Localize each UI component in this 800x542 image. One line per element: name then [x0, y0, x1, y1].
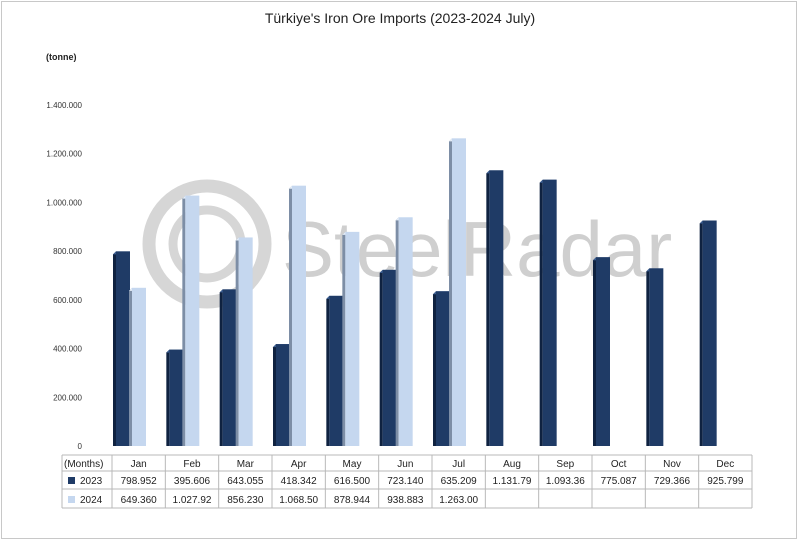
x-tick-label: Jun [397, 459, 413, 470]
bar-2023-aug [486, 170, 504, 446]
bar-2024-apr [289, 185, 306, 446]
data-label-2024: 649.360 [121, 495, 158, 506]
bar-2024-jun [395, 217, 413, 446]
data-label-2024: 1.263.00 [439, 495, 478, 506]
data-label-2023: 635.209 [441, 476, 478, 487]
data-label-2024: 878.944 [334, 495, 371, 506]
legend-swatch-2024 [68, 496, 75, 503]
legend-label-2024: 2024 [80, 495, 103, 506]
bar-2024-feb [182, 195, 200, 446]
bar-2023-mar [219, 289, 237, 446]
data-label-2023: 643.055 [227, 476, 264, 487]
data-label-2023: 1.131.79 [493, 476, 532, 487]
x-tick-label: Oct [611, 459, 627, 470]
x-tick-label: Nov [663, 459, 681, 470]
legend-swatch-2023 [68, 477, 75, 484]
bar-2023-jul [433, 291, 450, 446]
x-tick-label: Mar [237, 459, 255, 470]
bar-2023-feb [166, 349, 184, 446]
bar-2023-sep [539, 179, 557, 447]
y-tick-label: 0 [78, 442, 83, 451]
x-tick-label: Dec [716, 459, 734, 470]
y-axis-ticks: 0 200.000 400.000 600.000 800.000 1.000.000 1.… [46, 101, 82, 451]
bar-2023-jan [113, 251, 130, 446]
x-tick-label: Apr [291, 459, 307, 470]
data-label-2023: 775.087 [601, 476, 638, 487]
data-label-2023: 925.799 [707, 476, 744, 487]
y-tick-label: 200.000 [53, 393, 82, 402]
x-tick-label: Sep [556, 459, 574, 470]
bar-2023-dec [699, 220, 717, 446]
data-label-2024: 1.068.50 [279, 495, 318, 506]
chart-title: Türkiye's Iron Ore Imports (2023-2024 Ju… [264, 10, 536, 26]
data-label-2023: 1.093.36 [546, 476, 585, 487]
y-tick-label: 600.000 [53, 296, 82, 305]
bar-2024-may [342, 231, 360, 446]
bar-2023-may [326, 295, 344, 446]
watermark-text: SteelRadar [282, 205, 672, 293]
data-label-2024: 938.883 [387, 495, 424, 506]
bar-2023-apr [273, 344, 290, 446]
data-label-2023: 723.140 [387, 476, 424, 487]
bar-2023-nov [646, 268, 664, 446]
x-tick-label: Feb [183, 459, 201, 470]
x-tick-label: Aug [503, 459, 521, 470]
bar-2024-mar [235, 237, 253, 446]
y-tick-label: 1.400.000 [46, 101, 82, 110]
data-label-2024: 856.230 [227, 495, 264, 506]
bar-2024-jul [449, 138, 466, 446]
data-table: (Months) Jan Feb Mar Apr May Jun Jul Aug Sep Oct No… [61, 454, 753, 509]
x-tick-label: Jan [131, 459, 147, 470]
bar-2024-jan [129, 287, 146, 446]
data-label-2023: 395.606 [174, 476, 211, 487]
x-tick-label: May [343, 459, 362, 470]
data-label-2023: 418.342 [281, 476, 318, 487]
y-tick-label: 1.000.000 [46, 198, 82, 207]
bar-2023-jun [379, 269, 397, 446]
x-tick-label: Jul [452, 459, 465, 470]
watermark-ring-outer [142, 179, 272, 309]
table-header-months: (Months) [64, 459, 103, 470]
data-label-2024: 1.027.92 [173, 495, 212, 506]
bar-2023-oct [593, 257, 610, 446]
data-label-2023: 616.500 [334, 476, 371, 487]
y-tick-label: 800.000 [53, 247, 82, 256]
y-axis-unit-label: (tonne) [46, 52, 77, 62]
legend-label-2023: 2023 [80, 476, 103, 487]
y-tick-label: 400.000 [53, 345, 82, 354]
bar-series [113, 138, 717, 447]
data-label-2023: 798.952 [121, 476, 158, 487]
y-tick-label: 1.200.000 [46, 150, 82, 159]
data-label-2023: 729.366 [654, 476, 691, 487]
